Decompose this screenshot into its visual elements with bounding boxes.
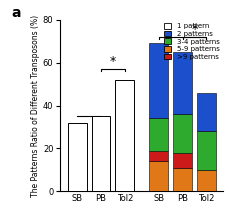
Legend: 1 pattern, 2 patterns, 3-4 patterns, 5-9 patterns, >9 patterns: 1 pattern, 2 patterns, 3-4 patterns, 5-9… <box>162 22 220 61</box>
Text: *: * <box>109 55 115 68</box>
Bar <box>196 131 215 170</box>
Bar <box>91 116 110 191</box>
Bar <box>68 123 86 191</box>
Bar <box>149 118 167 151</box>
Text: a: a <box>12 6 21 20</box>
Bar <box>172 153 191 168</box>
Bar <box>172 114 191 153</box>
Text: *: * <box>191 23 197 36</box>
Bar <box>196 93 215 131</box>
Bar <box>196 170 215 191</box>
Bar <box>172 52 191 114</box>
Bar <box>149 161 167 191</box>
Bar <box>149 151 167 161</box>
Y-axis label: The Patterns Ratio of Different Transposons (%): The Patterns Ratio of Different Transpos… <box>31 14 40 197</box>
Bar <box>172 168 191 191</box>
Bar <box>149 43 167 118</box>
Bar <box>115 80 134 191</box>
